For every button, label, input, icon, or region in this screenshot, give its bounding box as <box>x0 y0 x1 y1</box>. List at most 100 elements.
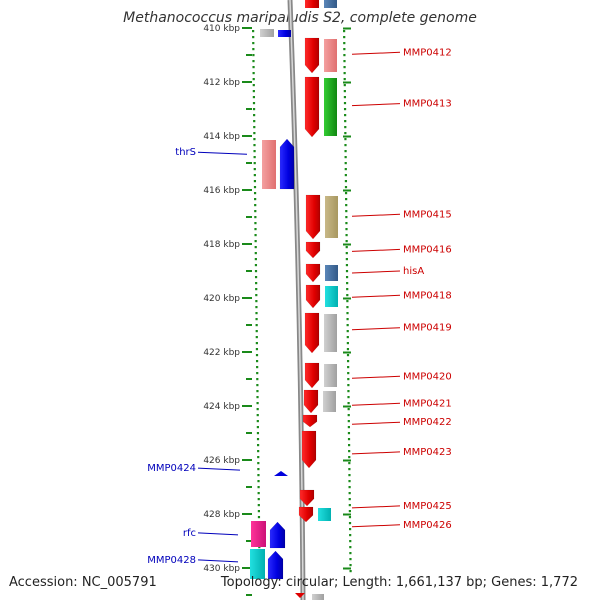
ruler-dot <box>345 228 348 231</box>
label-leader-line <box>351 451 401 455</box>
ruler-dot <box>345 276 349 279</box>
forward-gene-label: MMP0421 <box>403 398 452 409</box>
ruler-dot <box>349 558 352 561</box>
ruler-dot <box>346 348 350 351</box>
ruler-dot <box>346 324 349 327</box>
forward-gene-arrow <box>305 194 321 240</box>
forward-gene-label: MMP0419 <box>403 323 452 334</box>
gene-category-box <box>324 78 337 136</box>
label-leader-line <box>197 151 248 155</box>
ruler-dot <box>255 342 258 345</box>
ruler-dot <box>257 450 260 453</box>
label-leader-line <box>351 421 401 425</box>
ruler-dot <box>343 78 346 81</box>
ruler-dot <box>345 210 348 213</box>
label-leader-line <box>197 467 241 471</box>
ruler-label: 422 kbp <box>203 348 240 358</box>
ruler-dot <box>257 516 261 519</box>
ruler-dot <box>346 288 349 291</box>
ruler-dot <box>344 126 347 129</box>
ruler-dot <box>346 360 350 363</box>
gene-category-box <box>325 286 338 307</box>
ruler-dot <box>255 360 259 363</box>
ruler-dot <box>254 252 257 255</box>
ruler-dot <box>253 168 256 171</box>
ruler-dot <box>347 414 350 417</box>
ruler-dot <box>257 504 260 507</box>
accession-text: Accession: NC_005791 <box>9 575 157 590</box>
ruler-label: 416 kbp <box>203 186 240 196</box>
ruler-label: 418 kbp <box>203 240 240 250</box>
ruler-dot <box>254 270 258 273</box>
ruler-dot <box>347 438 351 441</box>
ruler-dot <box>344 162 347 165</box>
reverse-gene-label: rfc <box>183 528 196 539</box>
ruler-dot <box>344 150 347 153</box>
reverse-gene-arrow <box>269 521 286 549</box>
ruler-dot <box>343 36 346 39</box>
forward-gene-label: MMP0426 <box>403 520 452 531</box>
label-leader-line <box>197 532 239 536</box>
forward-gene-arrow <box>305 284 321 309</box>
ruler-dot <box>343 102 347 105</box>
ruler-label: 414 kbp <box>203 132 240 142</box>
reverse-gene-arrow <box>267 550 284 580</box>
ruler-dot <box>347 372 350 375</box>
ruler-dot <box>344 192 348 195</box>
ruler-label: 412 kbp <box>203 78 240 88</box>
ruler-dot <box>252 96 256 99</box>
ruler-dot <box>255 336 258 339</box>
ruler-dot <box>254 198 257 201</box>
ruler-dot <box>253 144 256 147</box>
label-leader-line <box>351 327 401 331</box>
ruler-dot <box>253 120 256 123</box>
ruler-dot <box>346 318 349 321</box>
ruler-dot <box>344 120 347 123</box>
ruler-label: 410 kbp <box>203 24 240 34</box>
ruler-dot <box>255 318 258 321</box>
ruler-dot <box>254 216 257 219</box>
ruler-dot <box>256 366 259 369</box>
ruler-dot <box>253 114 256 117</box>
ruler-dot <box>253 174 256 177</box>
ruler-dot <box>348 450 351 453</box>
gene-category-box <box>251 521 266 547</box>
ruler-dot <box>347 402 350 405</box>
ruler-dot <box>253 162 256 165</box>
ruler-dot <box>348 486 351 489</box>
ruler-dot <box>348 474 351 477</box>
ruler-dot <box>344 180 348 183</box>
reverse-gene-label: MMP0428 <box>147 555 196 566</box>
ruler-dot <box>252 84 255 87</box>
ruler-dot <box>349 528 352 531</box>
ruler-dot <box>347 432 351 435</box>
ruler-dot <box>346 312 349 315</box>
genome-title: Methanococcus maripaludis S2, complete g… <box>123 10 477 26</box>
ruler-dot <box>258 546 261 549</box>
forward-gene-label: MMP0425 <box>403 501 452 512</box>
gene-category-box <box>325 265 338 281</box>
ruler-dot <box>254 234 257 237</box>
ruler-dot <box>348 480 351 483</box>
ruler-dot <box>256 390 259 393</box>
reverse-gene-label: thrS <box>175 147 196 158</box>
ruler-dot <box>348 492 351 495</box>
ruler-label: 428 kbp <box>203 510 240 520</box>
ruler-dot <box>345 264 349 267</box>
ruler-dot <box>253 186 257 189</box>
ruler-dot <box>343 60 346 63</box>
ruler-dot <box>349 546 352 549</box>
forward-gene-arrow <box>295 593 305 598</box>
label-leader-line <box>351 294 401 298</box>
ruler-dot <box>253 138 256 141</box>
ruler-dot <box>344 156 347 159</box>
ruler-label: 420 kbp <box>203 294 240 304</box>
ruler-dot <box>255 324 258 327</box>
ruler-dot <box>256 402 259 405</box>
ruler-dot <box>252 108 256 111</box>
ruler-dot <box>253 156 256 159</box>
ruler-dot <box>252 60 255 63</box>
ruler-dot <box>252 90 255 93</box>
ruler-dot <box>346 336 349 339</box>
